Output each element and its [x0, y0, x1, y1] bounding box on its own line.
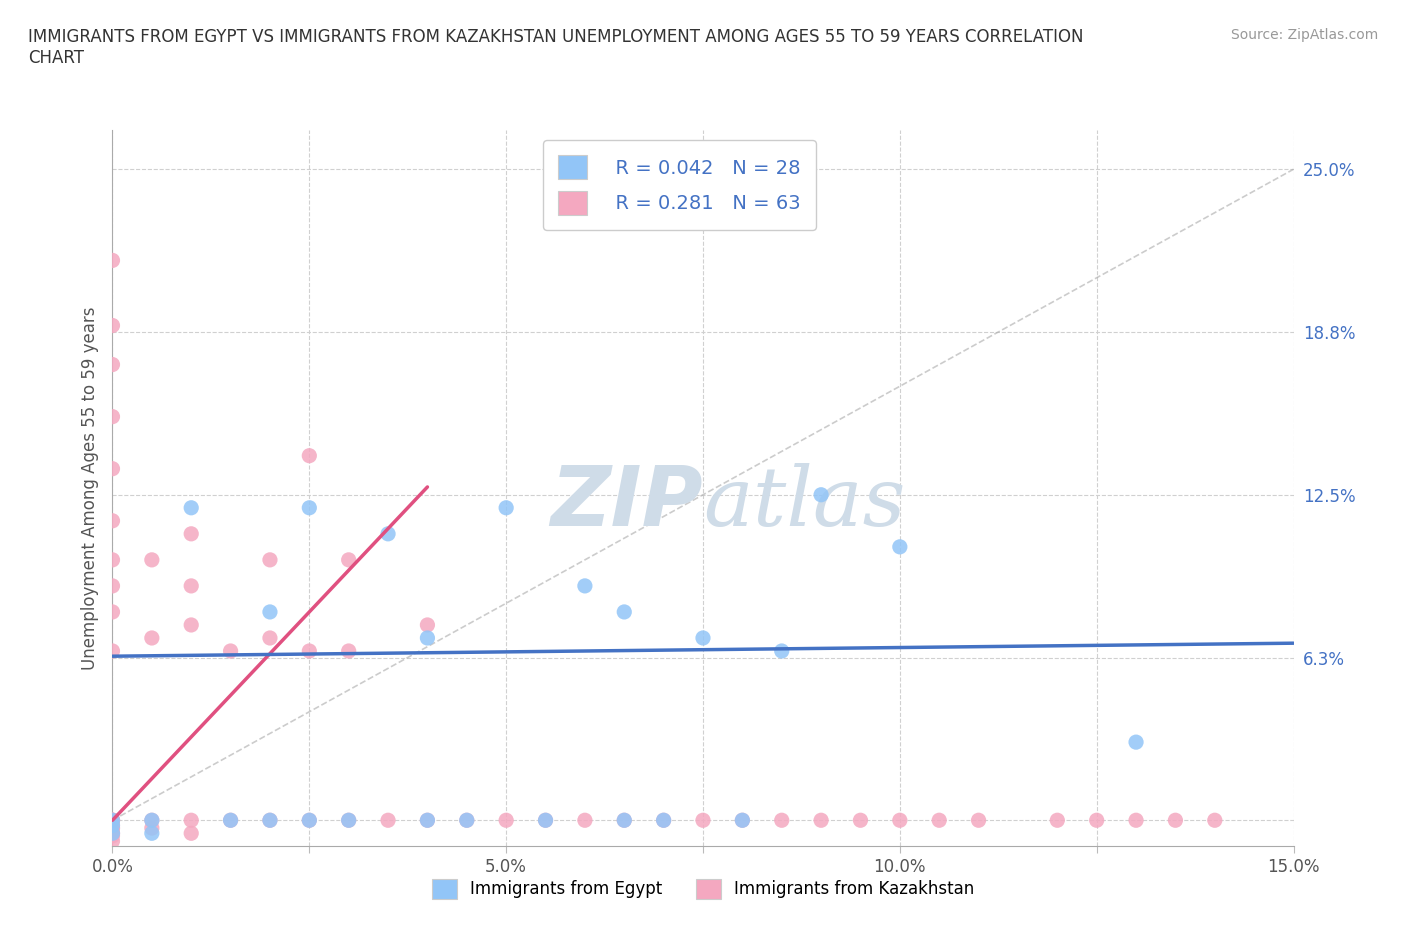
Point — [101, 552, 124, 567]
Point — [337, 644, 360, 658]
Point — [337, 552, 360, 567]
Point — [298, 448, 321, 463]
Point — [456, 813, 478, 828]
Point — [692, 631, 714, 645]
Point — [495, 500, 517, 515]
Point — [259, 604, 281, 619]
Point — [731, 813, 754, 828]
Point — [180, 578, 202, 593]
Point — [298, 644, 321, 658]
Point — [416, 813, 439, 828]
Point — [731, 813, 754, 828]
Point — [1125, 735, 1147, 750]
Text: ZIP: ZIP — [550, 462, 703, 543]
Point — [337, 813, 360, 828]
Text: IMMIGRANTS FROM EGYPT VS IMMIGRANTS FROM KAZAKHSTAN UNEMPLOYMENT AMONG AGES 55 T: IMMIGRANTS FROM EGYPT VS IMMIGRANTS FROM… — [28, 28, 1084, 67]
Point — [810, 813, 832, 828]
Point — [259, 552, 281, 567]
Point — [219, 644, 242, 658]
Point — [180, 618, 202, 632]
Point — [259, 813, 281, 828]
Text: Source: ZipAtlas.com: Source: ZipAtlas.com — [1230, 28, 1378, 42]
Point — [298, 813, 321, 828]
Point — [337, 813, 360, 828]
Point — [889, 813, 911, 828]
Point — [1164, 813, 1187, 828]
Point — [219, 813, 242, 828]
Y-axis label: Unemployment Among Ages 55 to 59 years: Unemployment Among Ages 55 to 59 years — [80, 307, 98, 670]
Point — [141, 820, 163, 835]
Point — [101, 829, 124, 844]
Point — [1046, 813, 1069, 828]
Point — [101, 820, 124, 835]
Point — [770, 644, 793, 658]
Point — [101, 813, 124, 828]
Point — [180, 500, 202, 515]
Point — [101, 813, 124, 828]
Point — [259, 631, 281, 645]
Point — [101, 820, 124, 835]
Legend: Immigrants from Egypt, Immigrants from Kazakhstan: Immigrants from Egypt, Immigrants from K… — [419, 866, 987, 912]
Point — [377, 526, 399, 541]
Point — [219, 813, 242, 828]
Point — [967, 813, 990, 828]
Point — [416, 631, 439, 645]
Point — [652, 813, 675, 828]
Point — [101, 818, 124, 833]
Point — [141, 813, 163, 828]
Point — [416, 813, 439, 828]
Point — [849, 813, 872, 828]
Point — [180, 826, 202, 841]
Point — [613, 604, 636, 619]
Point — [101, 813, 124, 828]
Point — [770, 813, 793, 828]
Point — [613, 813, 636, 828]
Point — [574, 578, 596, 593]
Point — [889, 539, 911, 554]
Point — [692, 813, 714, 828]
Point — [180, 526, 202, 541]
Point — [101, 578, 124, 593]
Point — [416, 618, 439, 632]
Point — [377, 813, 399, 828]
Point — [534, 813, 557, 828]
Point — [180, 813, 202, 828]
Point — [652, 813, 675, 828]
Point — [495, 813, 517, 828]
Point — [101, 253, 124, 268]
Point — [613, 813, 636, 828]
Point — [928, 813, 950, 828]
Point — [534, 813, 557, 828]
Point — [1125, 813, 1147, 828]
Point — [101, 826, 124, 841]
Point — [101, 318, 124, 333]
Point — [101, 461, 124, 476]
Point — [101, 833, 124, 848]
Point — [101, 644, 124, 658]
Point — [456, 813, 478, 828]
Point — [101, 813, 124, 828]
Point — [1085, 813, 1108, 828]
Point — [141, 552, 163, 567]
Point — [298, 500, 321, 515]
Point — [1204, 813, 1226, 828]
Point — [101, 409, 124, 424]
Text: atlas: atlas — [703, 462, 905, 542]
Point — [101, 513, 124, 528]
Point — [101, 813, 124, 828]
Point — [141, 826, 163, 841]
Point — [101, 357, 124, 372]
Point — [101, 604, 124, 619]
Point — [574, 813, 596, 828]
Point — [141, 631, 163, 645]
Point — [101, 826, 124, 841]
Point — [298, 813, 321, 828]
Point — [141, 813, 163, 828]
Point — [259, 813, 281, 828]
Legend:   R = 0.042   N = 28,   R = 0.281   N = 63: R = 0.042 N = 28, R = 0.281 N = 63 — [543, 140, 815, 230]
Point — [101, 826, 124, 841]
Point — [101, 818, 124, 833]
Point — [810, 487, 832, 502]
